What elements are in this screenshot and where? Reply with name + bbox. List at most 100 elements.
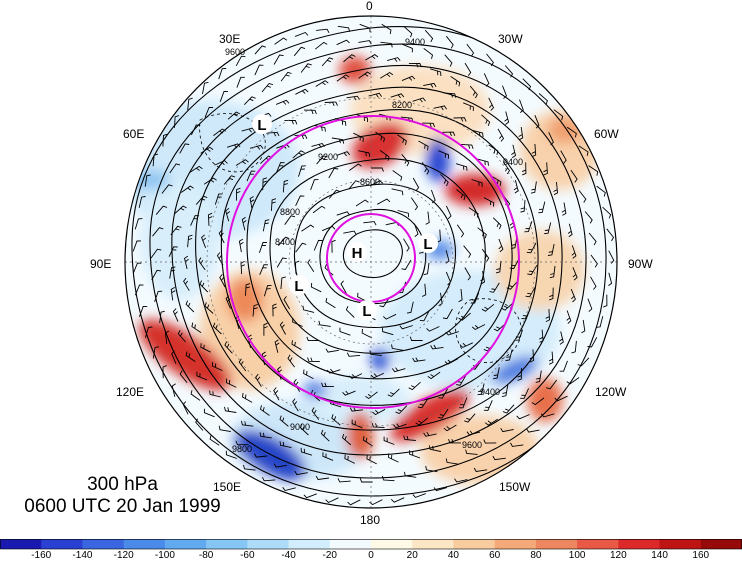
wind-barb — [471, 324, 486, 331]
wind-barb — [295, 260, 300, 274]
wind-barb — [375, 131, 386, 143]
wind-barb — [200, 146, 214, 154]
longitude-label-30e: 30E — [219, 32, 241, 46]
colorbar-swatch — [123, 539, 166, 549]
wind-barb — [246, 170, 256, 182]
wind-barb — [403, 238, 410, 252]
wind-barb — [368, 92, 382, 98]
wind-barb — [445, 205, 452, 220]
wind-barb — [287, 354, 295, 368]
wind-barb — [209, 390, 221, 398]
wind-barb — [359, 478, 373, 483]
wind-barb — [278, 236, 290, 246]
wind-barb — [144, 174, 151, 187]
wind-barb — [429, 68, 442, 77]
colorbar-tick-label: 80 — [530, 550, 542, 561]
wind-barb — [259, 432, 272, 439]
wind-barb — [241, 216, 247, 231]
longitude-label-90e: 90E — [90, 257, 112, 271]
wind-barb — [403, 435, 416, 441]
anomaly-positive — [390, 388, 470, 442]
wind-barb — [504, 65, 514, 78]
wind-barb — [261, 476, 276, 482]
height-contour — [220, 109, 539, 406]
wind-barb — [387, 388, 400, 397]
wind-barb — [224, 341, 233, 354]
wind-barb — [379, 150, 390, 161]
colorbar-swatch — [535, 539, 578, 549]
wind-barb — [218, 68, 227, 80]
wind-barb — [481, 248, 490, 262]
wind-barb — [154, 290, 163, 302]
wind-barb — [498, 238, 504, 253]
wind-barb — [190, 124, 201, 136]
wind-barb — [470, 292, 480, 304]
wind-barb — [464, 62, 472, 76]
wind-barb — [403, 471, 417, 478]
colorbar-swatch — [82, 539, 125, 549]
wind-barb — [366, 454, 377, 465]
wind-barb — [261, 351, 267, 365]
anomaly-positive — [445, 174, 505, 206]
colorbar-tick-label: -100 — [154, 550, 175, 561]
wind-barb — [225, 450, 237, 459]
wind-barb — [310, 179, 319, 191]
wind-barb — [425, 211, 430, 225]
wind-barb — [249, 196, 255, 210]
wind-barb — [321, 382, 334, 388]
longitude-label-60e: 60E — [123, 127, 145, 141]
wind-barb — [326, 368, 341, 374]
colorbar-swatch — [412, 539, 454, 549]
wind-barb — [514, 329, 524, 341]
wind-barb — [328, 189, 341, 199]
wind-barb — [436, 229, 441, 243]
wind-barb — [270, 198, 277, 211]
wind-barb — [371, 423, 385, 428]
wind-barb — [545, 308, 550, 323]
wind-barb — [255, 373, 262, 387]
wind-barb — [445, 35, 454, 49]
wind-barb — [358, 71, 372, 79]
wind-barb — [566, 377, 580, 385]
wind-barb — [349, 406, 364, 412]
low-pressure-label: L — [257, 117, 266, 134]
wind-barb — [174, 205, 187, 214]
wind-barb — [365, 54, 379, 61]
wind-barb — [531, 397, 545, 406]
wind-barb — [344, 454, 355, 464]
colorbar-tick-label: 120 — [609, 550, 627, 561]
wind-barb — [497, 128, 505, 142]
height-contour — [269, 158, 486, 354]
wind-barb — [379, 297, 390, 308]
wind-barb — [283, 296, 290, 310]
wind-barb — [183, 255, 189, 270]
wind-barb — [584, 211, 593, 224]
wind-barb — [430, 344, 444, 350]
wind-barb — [214, 160, 228, 166]
anomaly-positive — [138, 319, 232, 391]
wind-barb — [459, 397, 468, 409]
anomaly-patch — [140, 180, 220, 300]
wind-barb — [506, 280, 519, 290]
longitude-label-120e: 120E — [116, 385, 145, 399]
wind-barb — [307, 259, 315, 273]
wind-barb — [458, 312, 471, 321]
wind-barb — [347, 499, 361, 506]
wind-barb — [370, 167, 384, 172]
wind-barb — [412, 177, 420, 191]
wind-barb — [295, 195, 305, 206]
wind-barb — [219, 90, 229, 102]
wind-barb — [466, 430, 481, 436]
wind-barb — [293, 46, 306, 57]
wind-barb — [433, 105, 447, 111]
wind-barb — [196, 371, 208, 381]
wind-barb — [483, 197, 495, 207]
wind-barb — [471, 179, 483, 187]
colorbar-tick-label: -120 — [113, 550, 134, 561]
wind-barb — [343, 230, 357, 235]
anomaly-patch — [200, 270, 300, 390]
wind-barb — [596, 185, 606, 197]
wind-barb — [468, 207, 479, 218]
wind-barb — [391, 344, 404, 351]
wind-barb — [422, 122, 436, 128]
